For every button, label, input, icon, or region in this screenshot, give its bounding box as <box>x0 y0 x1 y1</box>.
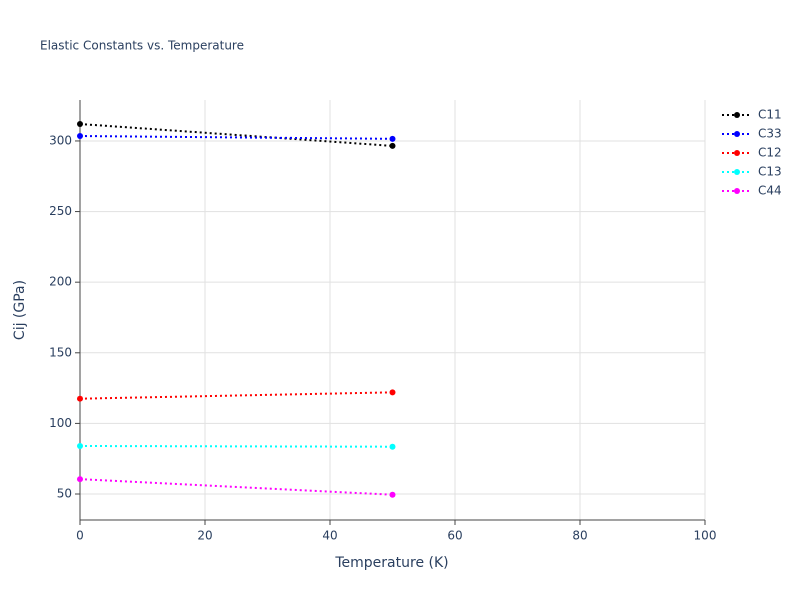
legend-marker <box>734 131 740 137</box>
legend-label: C12 <box>758 146 782 160</box>
data-line <box>79 391 393 400</box>
y-tick-label: 100 <box>49 416 72 430</box>
data-line <box>79 478 393 496</box>
y-tick-label: 250 <box>49 204 72 218</box>
legend-marker <box>734 169 740 175</box>
data-point <box>77 476 83 483</box>
x-tick-label: 20 <box>197 529 212 543</box>
data-point <box>77 395 83 402</box>
y-tick-label: 200 <box>49 275 72 289</box>
data-point <box>77 121 83 128</box>
data-point <box>389 142 396 149</box>
data-line <box>79 135 393 140</box>
legend-label: C11 <box>758 108 782 122</box>
data-point <box>389 135 396 142</box>
data-point <box>389 443 396 450</box>
x-tick-label: 100 <box>694 529 717 543</box>
y-tick-label: 150 <box>49 345 72 359</box>
x-axis-title: Temperature (K) <box>334 555 448 571</box>
legend-label: C13 <box>758 165 782 179</box>
x-tick-label: 80 <box>572 529 587 543</box>
legend-label: C33 <box>758 127 782 141</box>
data-point <box>389 491 396 498</box>
x-tick-label: 40 <box>322 529 337 543</box>
legend-label: C44 <box>758 184 782 198</box>
legend-marker <box>734 112 740 118</box>
x-tick-label: 60 <box>447 529 462 543</box>
legend-marker <box>734 150 740 156</box>
data-line <box>79 444 393 448</box>
data-point <box>77 133 83 140</box>
y-axis-title: Cij (GPa) <box>12 280 28 340</box>
data-point <box>77 442 83 449</box>
data-point <box>389 389 396 396</box>
chart-title: Elastic Constants vs. Temperature <box>40 39 244 53</box>
y-tick-label: 300 <box>49 133 72 147</box>
y-tick-label: 50 <box>57 487 72 501</box>
legend-marker <box>734 188 740 194</box>
data-line <box>79 123 393 147</box>
x-tick-label: 0 <box>76 529 84 543</box>
